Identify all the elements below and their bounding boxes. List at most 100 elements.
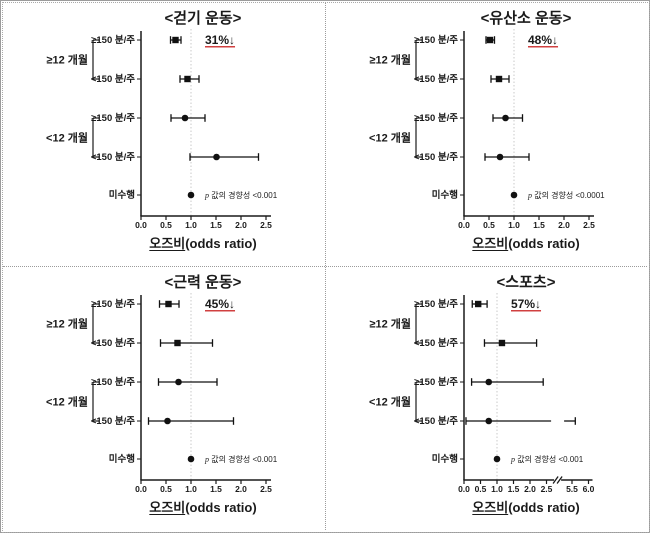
or-marker-square (495, 75, 503, 83)
x-tick-label: 1.5 (533, 220, 545, 230)
forest-panel-sports: <스포츠> 0.0 0.5 1.0 1.5 2.0 2.5 5.5 6.0 오즈비(odds ra… (326, 267, 648, 530)
x-tick-label: 2.5 (260, 220, 272, 230)
x-axis-label: 오즈비(odds ratio) (149, 236, 256, 251)
or-marker-circle (181, 114, 189, 122)
axis-break-slash-1 (552, 476, 559, 484)
reduction-annotation: 31%↓ (205, 33, 235, 47)
row-label: ≥150 분/주 (91, 299, 135, 310)
x-tick-label: 0.0 (458, 220, 470, 230)
or-marker-square (498, 339, 506, 347)
x-tick-label: 2.0 (235, 220, 247, 230)
p-trend-text: p 값의 경향성 <0.0001 (527, 190, 605, 200)
or-marker-square (172, 36, 179, 44)
x-tick-label: 0.5 (160, 220, 172, 230)
forest-chart-strength: <근력 운동> 0.0 0.5 1.0 1.5 2.0 2.5 오즈비(odds ratio)… (46, 273, 278, 515)
or-marker-circle (187, 455, 195, 463)
x-tick-label: 2.5 (260, 484, 272, 494)
group-label: <12 개월 (46, 395, 88, 409)
or-marker-circle (164, 417, 171, 425)
or-marker-circle (187, 191, 195, 199)
x-tick-label: 2.5 (541, 484, 553, 494)
panel-title: <근력 운동> (165, 273, 242, 291)
row-label: <150 분/주 (414, 152, 458, 163)
row-label: 미수행 (432, 189, 458, 201)
row-label: <150 분/주 (91, 338, 135, 349)
or-marker-square (165, 300, 172, 308)
x-tick-label: 2.5 (583, 220, 595, 230)
or-marker-square (486, 36, 494, 44)
row-label: <150 분/주 (91, 74, 135, 85)
row-label: <150 분/주 (414, 74, 458, 85)
x-tick-label: 5.5 (566, 484, 578, 494)
group-label: ≥12 개월 (369, 317, 411, 331)
or-marker-circle (175, 378, 182, 386)
or-marker-square (174, 339, 181, 347)
panel-title: <유산소 운동> (481, 10, 572, 27)
row-label: 미수행 (432, 453, 458, 465)
x-tick-label: 2.0 (235, 484, 247, 494)
row-label: <150 분/주 (414, 416, 458, 427)
group-label: <12 개월 (369, 395, 411, 409)
x-tick-label: 1.5 (210, 484, 222, 494)
x-tick-label: 0.5 (483, 220, 495, 230)
x-tick-label: 1.0 (508, 220, 520, 230)
quadrant-divider-horizontal (3, 266, 647, 267)
forest-chart-walking: <걷기 운동> 0.0 0.5 1.0 1.5 2.0 2.5 오즈비(odds ratio)… (46, 9, 278, 251)
x-tick-label: 2.0 (558, 220, 570, 230)
x-tick-label: 1.0 (185, 220, 197, 230)
row-label: 미수행 (109, 189, 135, 201)
x-tick-label: 0.5 (475, 484, 487, 494)
x-axis-label: 오즈비(odds ratio) (472, 236, 579, 251)
panel-title: <스포츠> (497, 274, 556, 291)
or-marker-circle (493, 455, 501, 463)
axis-break-slash-2 (556, 476, 563, 484)
reduction-annotation: 48%↓ (528, 33, 558, 47)
x-tick-label: 1.5 (508, 484, 520, 494)
row-label: ≥150 분/주 (91, 113, 135, 124)
row-label: ≥150 분/주 (414, 377, 458, 388)
reduction-annotation: 57%↓ (511, 297, 541, 311)
p-trend-text: p 값의 경향성 <0.001 (510, 454, 584, 464)
row-label: ≥150 분/주 (414, 113, 458, 124)
x-tick-label: 1.0 (185, 484, 197, 494)
row-label: 미수행 (109, 453, 135, 465)
or-marker-circle (485, 378, 493, 386)
forest-panel-aerobic: <유산소 운동> 0.0 0.5 1.0 1.5 2.0 2.5 오즈비(odds ratio… (326, 3, 648, 266)
x-tick-label: 1.5 (210, 220, 222, 230)
group-label: <12 개월 (46, 131, 88, 145)
panel-title: <걷기 운동> (165, 9, 242, 27)
reduction-annotation: 45%↓ (205, 297, 235, 311)
group-label: ≥12 개월 (46, 53, 88, 67)
or-marker-circle (485, 417, 493, 425)
p-trend-text: p 값의 경향성 <0.001 (204, 190, 278, 200)
group-label: ≥12 개월 (46, 317, 88, 331)
forest-panel-strength: <근력 운동> 0.0 0.5 1.0 1.5 2.0 2.5 오즈비(odds ratio)… (3, 267, 325, 530)
p-trend-text: p 값의 경향성 <0.001 (204, 454, 278, 464)
x-tick-label: 0.0 (135, 220, 147, 230)
x-tick-label: 0.0 (458, 484, 470, 494)
row-label: ≥150 분/주 (91, 377, 135, 388)
or-marker-square (474, 300, 482, 308)
forest-chart-sports: <스포츠> 0.0 0.5 1.0 1.5 2.0 2.5 5.5 6.0 오즈비(odds ra… (369, 274, 595, 515)
x-axis-label: 오즈비(odds ratio) (149, 500, 256, 515)
group-label: ≥12 개월 (369, 53, 411, 67)
row-label: ≥150 분/주 (414, 35, 458, 46)
or-marker-square (184, 75, 191, 83)
x-tick-label: 0.5 (160, 484, 172, 494)
x-axis-label: 오즈비(odds ratio) (472, 500, 579, 515)
x-tick-label: 6.0 (583, 484, 595, 494)
row-label: <150 분/주 (91, 416, 135, 427)
forest-chart-aerobic: <유산소 운동> 0.0 0.5 1.0 1.5 2.0 2.5 오즈비(odds ratio… (369, 10, 605, 251)
or-marker-circle (496, 153, 504, 161)
row-label: ≥150 분/주 (414, 299, 458, 310)
x-tick-label: 2.0 (524, 484, 536, 494)
forest-panel-walking: <걷기 운동> 0.0 0.5 1.0 1.5 2.0 2.5 오즈비(odds ratio)… (3, 3, 325, 266)
row-label: <150 분/주 (91, 152, 135, 163)
or-marker-circle (510, 191, 518, 199)
or-marker-circle (213, 153, 220, 161)
x-tick-label: 0.0 (135, 484, 147, 494)
x-tick-label: 1.0 (491, 484, 503, 494)
row-label: ≥150 분/주 (91, 35, 135, 46)
